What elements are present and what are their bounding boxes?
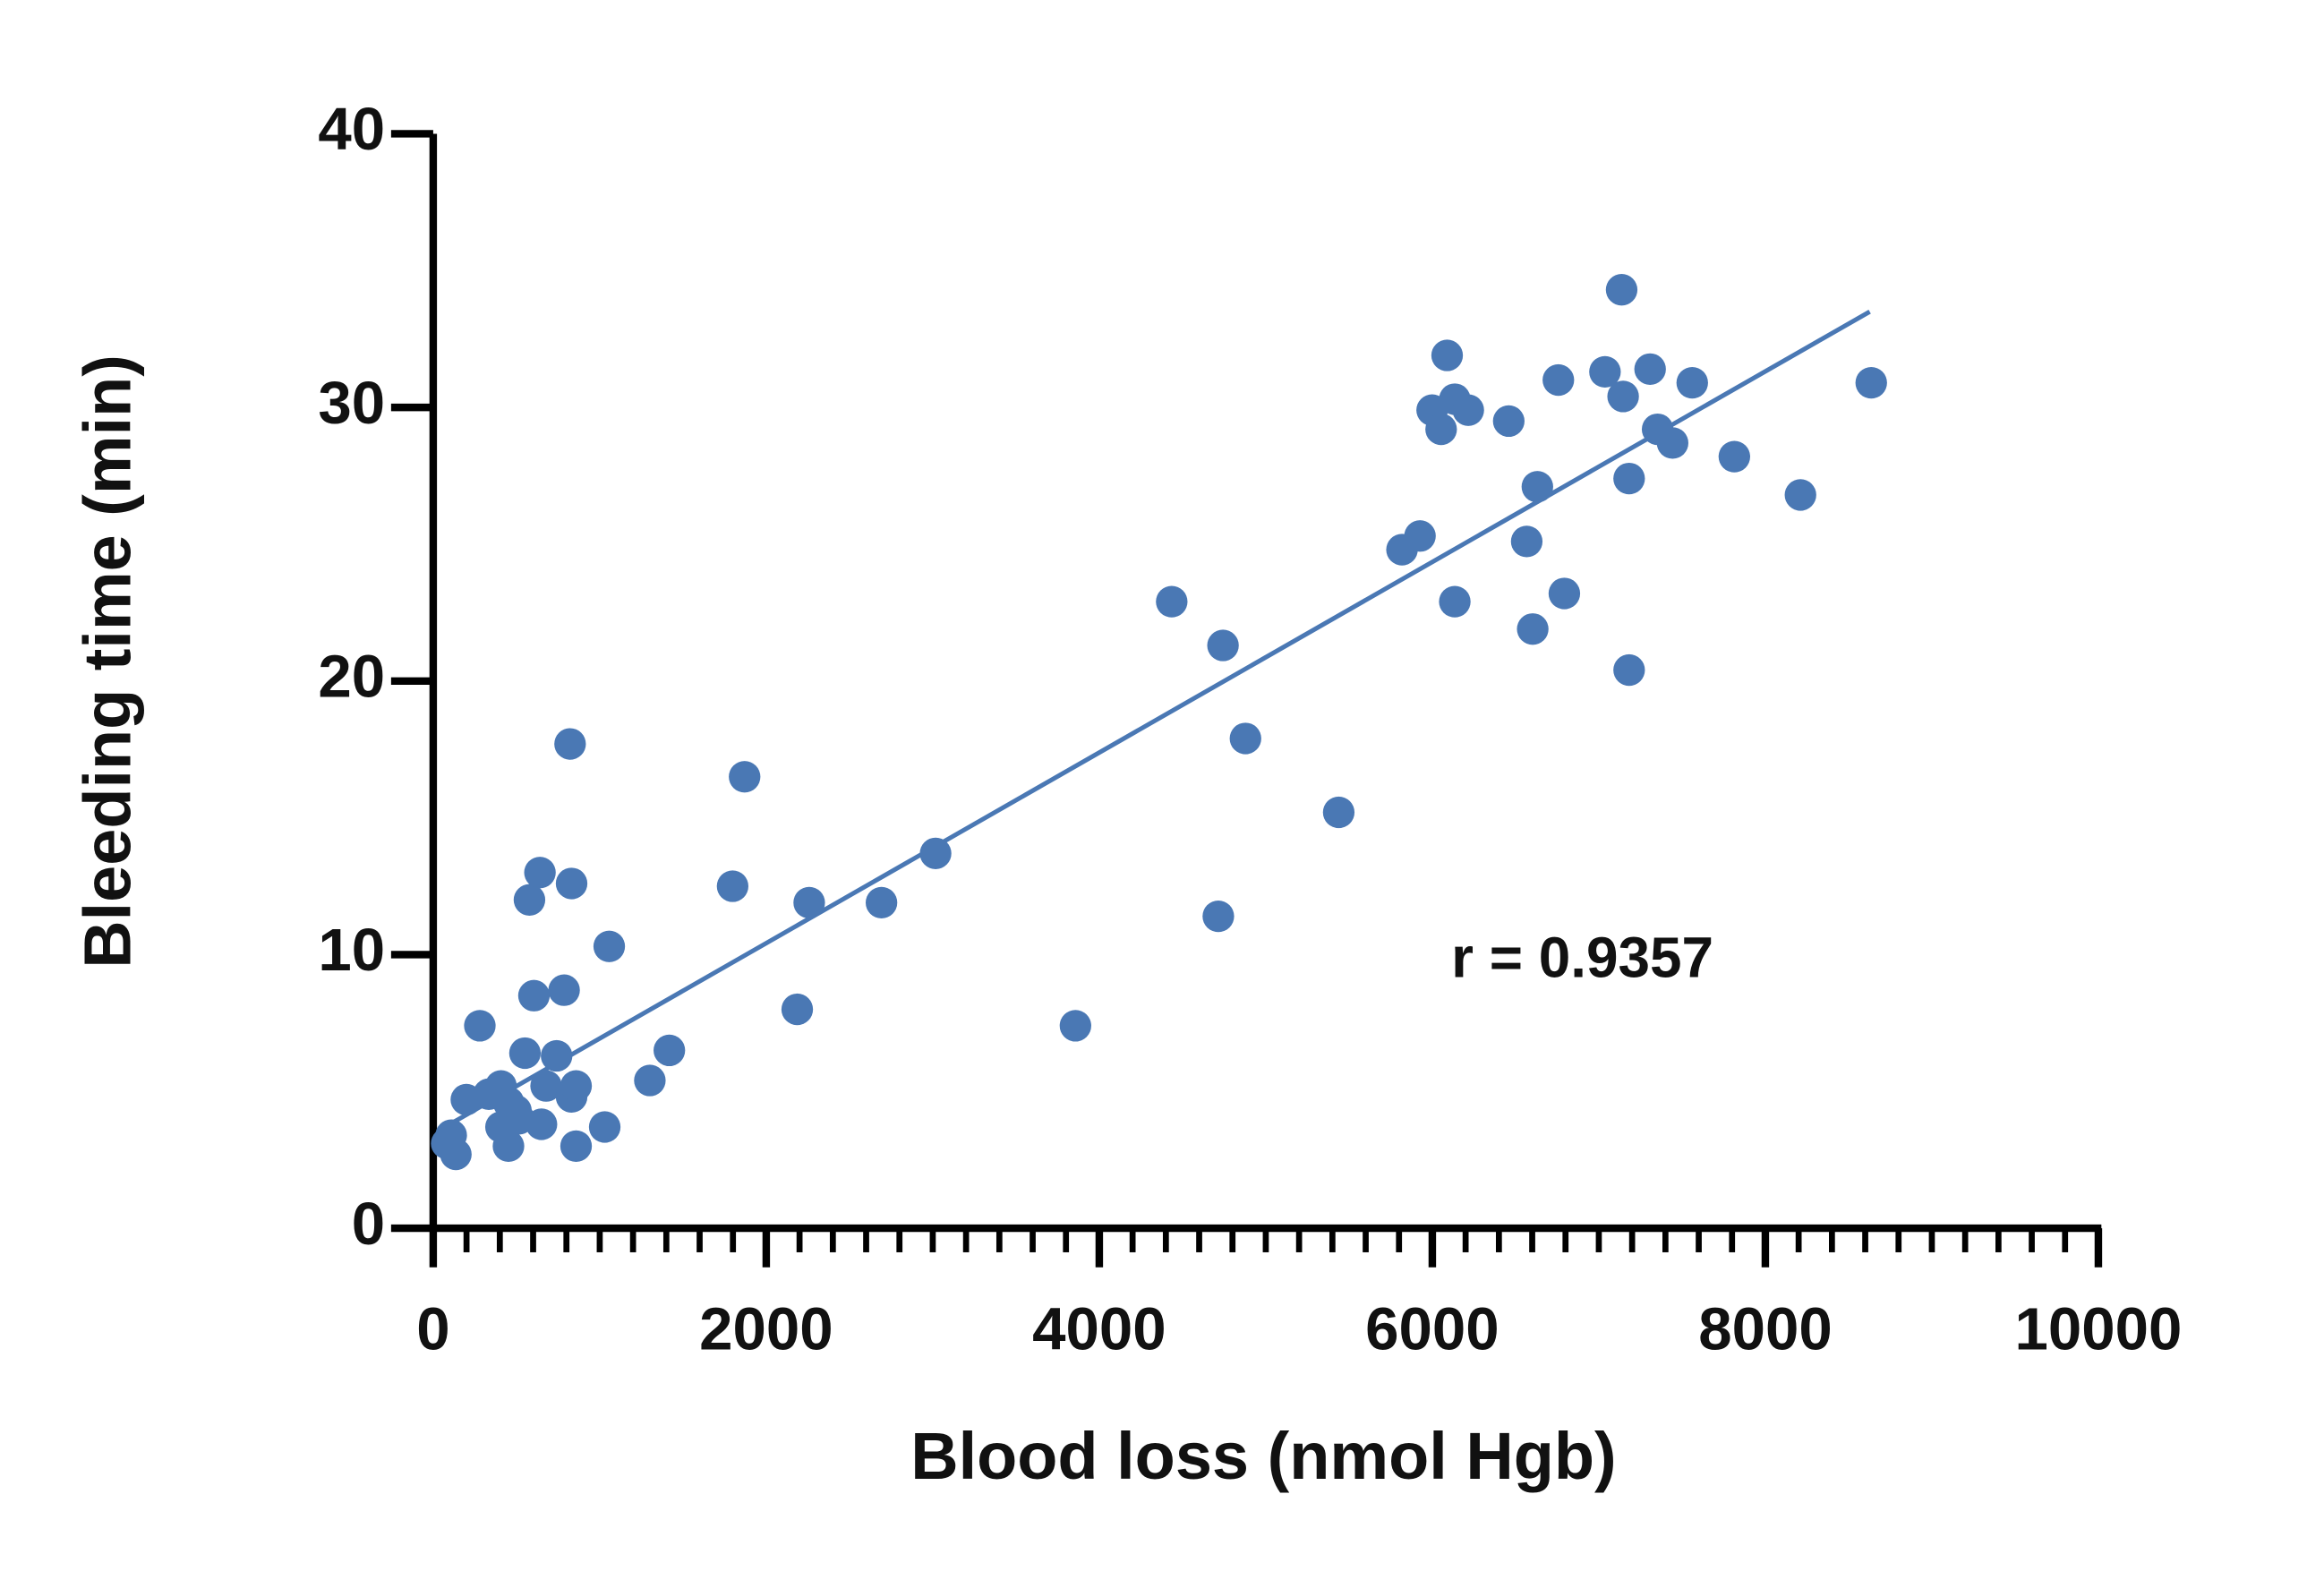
point xyxy=(1605,274,1638,306)
x-tick-label: 8000 xyxy=(1698,1295,1833,1362)
point xyxy=(524,857,556,889)
point xyxy=(634,1064,666,1097)
point xyxy=(492,1130,525,1163)
point xyxy=(1202,901,1235,933)
point xyxy=(560,1130,593,1163)
y-tick-label: 20 xyxy=(318,644,385,711)
point xyxy=(541,1039,573,1072)
point xyxy=(1517,613,1549,645)
y-tick-label: 40 xyxy=(318,96,385,163)
point xyxy=(1510,525,1543,558)
point xyxy=(1784,479,1816,511)
point xyxy=(729,761,761,793)
point xyxy=(1589,355,1621,388)
x-tick-label: 10000 xyxy=(2015,1295,2183,1362)
point xyxy=(919,837,952,869)
point xyxy=(1548,577,1581,610)
point xyxy=(560,1070,593,1102)
x-tick-label: 2000 xyxy=(699,1295,833,1362)
point xyxy=(1431,339,1464,371)
point xyxy=(525,1108,558,1140)
point xyxy=(1322,796,1355,829)
point xyxy=(865,886,898,918)
point xyxy=(1492,405,1525,438)
point xyxy=(781,993,814,1026)
point xyxy=(716,870,748,902)
point xyxy=(1607,380,1639,413)
point xyxy=(793,886,825,918)
point xyxy=(508,1037,542,1070)
point xyxy=(1855,366,1887,399)
point xyxy=(530,1070,562,1102)
point xyxy=(1656,427,1688,459)
x-axis-title: Blood loss (nmol Hgb) xyxy=(910,1419,1616,1493)
x-tick-label: 0 xyxy=(416,1295,449,1362)
point xyxy=(1521,471,1553,503)
point xyxy=(555,867,588,900)
point xyxy=(1207,629,1239,662)
point xyxy=(1156,585,1188,618)
point xyxy=(1613,653,1645,687)
point xyxy=(500,1095,533,1127)
point xyxy=(1439,585,1471,618)
trend-line xyxy=(449,309,1871,1126)
point xyxy=(1634,353,1666,385)
point xyxy=(654,1034,686,1067)
point xyxy=(517,979,551,1012)
point xyxy=(1452,394,1484,426)
point xyxy=(548,974,580,1006)
point xyxy=(1059,1010,1091,1042)
y-axis-title: Bleeding time (min) xyxy=(71,354,145,969)
point xyxy=(1425,413,1457,446)
x-tick-label: 4000 xyxy=(1032,1295,1166,1362)
y-tick-label: 10 xyxy=(318,917,385,984)
point xyxy=(1404,520,1436,552)
point xyxy=(1613,462,1645,495)
x-tick-label: 6000 xyxy=(1365,1295,1499,1362)
annotation: r = 0.9357 xyxy=(1451,926,1713,990)
point xyxy=(1676,366,1708,399)
point xyxy=(554,728,586,760)
point xyxy=(1542,363,1575,397)
y-tick-label: 0 xyxy=(352,1191,385,1258)
point xyxy=(1229,722,1261,755)
point xyxy=(464,1010,496,1042)
point xyxy=(513,884,546,916)
point xyxy=(1718,440,1750,473)
point xyxy=(588,1111,621,1143)
point xyxy=(435,1119,467,1151)
point xyxy=(593,930,626,962)
y-tick-label: 30 xyxy=(318,370,385,437)
